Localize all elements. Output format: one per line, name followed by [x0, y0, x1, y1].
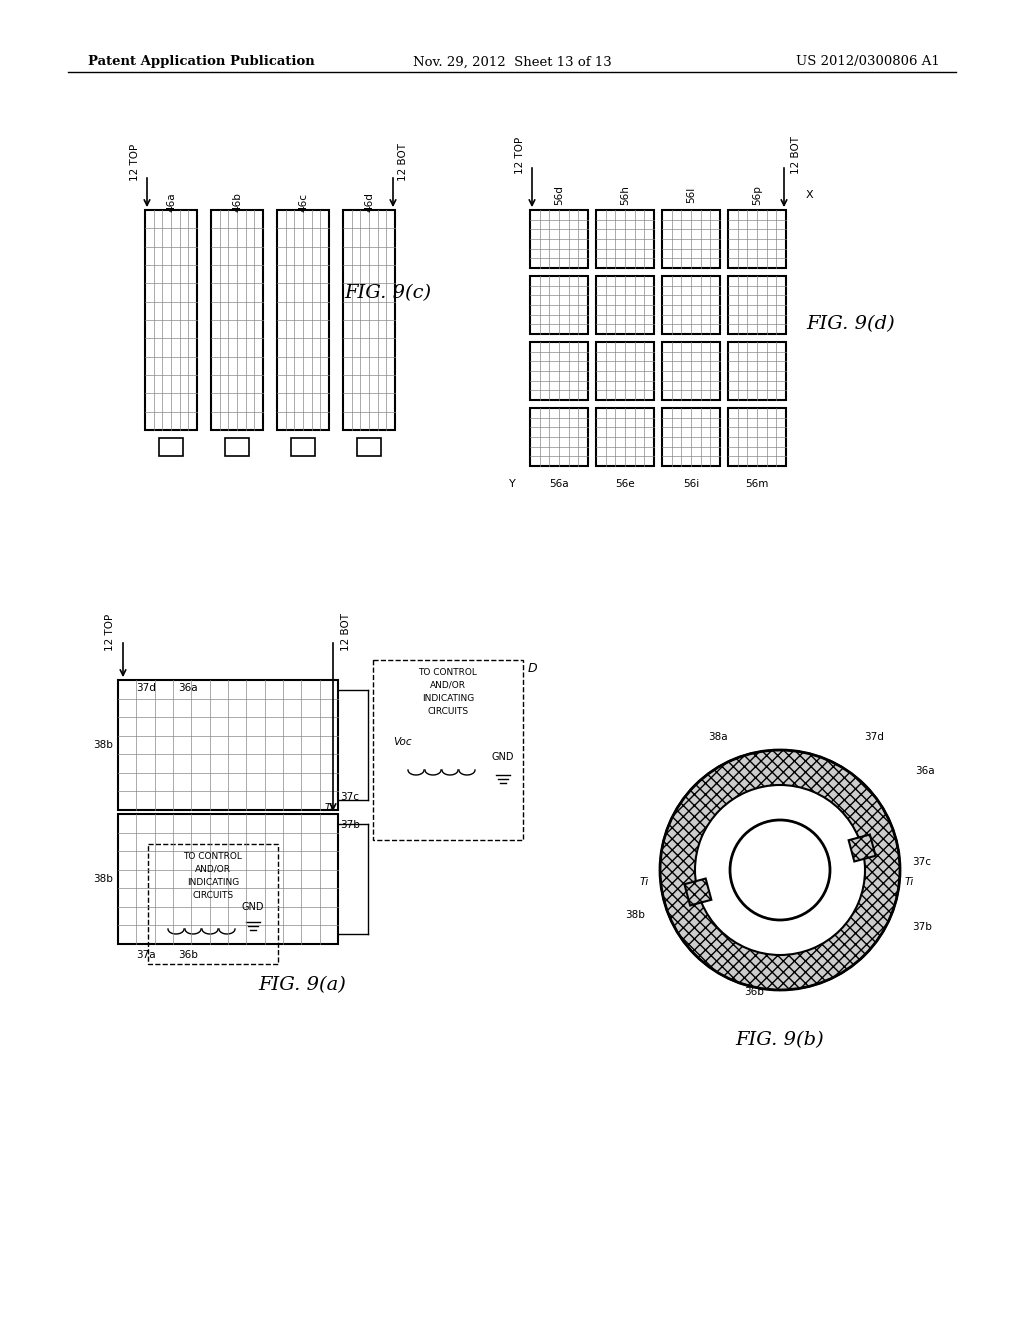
Text: 56h: 56h [620, 185, 630, 205]
Text: 56d: 56d [554, 185, 564, 205]
Text: 12 TOP: 12 TOP [105, 614, 115, 651]
Text: FIG. 9(d): FIG. 9(d) [806, 314, 895, 333]
Text: Ti: Ti [905, 876, 914, 887]
Text: 12 BOT: 12 BOT [398, 143, 408, 181]
Text: 37d: 37d [864, 733, 884, 742]
Text: 56m: 56m [745, 479, 769, 488]
Polygon shape [728, 210, 786, 268]
Polygon shape [530, 210, 588, 268]
Text: 12 BOT: 12 BOT [341, 612, 351, 651]
Text: INDICATING: INDICATING [186, 878, 240, 887]
Text: 36b: 36b [744, 987, 764, 997]
Polygon shape [684, 879, 712, 906]
Text: 46c: 46c [298, 193, 308, 211]
Text: AND/OR: AND/OR [195, 865, 231, 874]
Text: 36a: 36a [178, 682, 198, 693]
Text: 38a: 38a [708, 733, 728, 742]
Text: Ti: Ti [325, 803, 333, 813]
Text: CIRCUITS: CIRCUITS [427, 708, 469, 715]
Text: TO CONTROL: TO CONTROL [183, 851, 243, 861]
Polygon shape [596, 276, 654, 334]
Polygon shape [225, 438, 249, 455]
Polygon shape [596, 342, 654, 400]
Polygon shape [291, 438, 315, 455]
Polygon shape [728, 276, 786, 334]
Text: 37b: 37b [912, 921, 932, 932]
Text: Nov. 29, 2012  Sheet 13 of 13: Nov. 29, 2012 Sheet 13 of 13 [413, 55, 611, 69]
Text: GND: GND [242, 902, 264, 912]
Text: 38b: 38b [93, 741, 113, 750]
Text: Ti: Ti [640, 876, 649, 887]
Text: Patent Application Publication: Patent Application Publication [88, 55, 314, 69]
Polygon shape [530, 342, 588, 400]
Text: 37c: 37c [912, 857, 931, 867]
Text: 38b: 38b [93, 874, 113, 884]
Text: 37d: 37d [136, 682, 156, 693]
Text: 37c: 37c [340, 792, 359, 803]
Text: US 2012/0300806 A1: US 2012/0300806 A1 [797, 55, 940, 69]
Text: 56p: 56p [752, 185, 762, 205]
Text: 46d: 46d [364, 193, 374, 213]
Text: 56i: 56i [683, 479, 699, 488]
Text: 37a: 37a [765, 857, 784, 867]
Text: Voc: Voc [393, 737, 412, 747]
Polygon shape [278, 210, 329, 430]
Polygon shape [596, 408, 654, 466]
Polygon shape [662, 276, 720, 334]
Text: 37b: 37b [340, 820, 359, 830]
Circle shape [730, 820, 830, 920]
Text: 46a: 46a [166, 193, 176, 211]
Polygon shape [662, 342, 720, 400]
Text: 36a: 36a [915, 766, 935, 776]
Polygon shape [357, 438, 381, 455]
Text: CIRCUITS: CIRCUITS [193, 891, 233, 900]
Polygon shape [343, 210, 395, 430]
Text: INDICATING: INDICATING [422, 694, 474, 704]
Polygon shape [596, 210, 654, 268]
Polygon shape [159, 438, 183, 455]
Text: FIG. 9(b): FIG. 9(b) [735, 1031, 824, 1049]
Text: TO CONTROL: TO CONTROL [419, 668, 477, 677]
Polygon shape [662, 210, 720, 268]
Polygon shape [662, 408, 720, 466]
Text: GND: GND [492, 752, 514, 762]
Polygon shape [145, 210, 197, 430]
Polygon shape [849, 834, 876, 862]
Text: 38b: 38b [625, 909, 645, 920]
Text: AND/OR: AND/OR [430, 681, 466, 690]
Text: 36b: 36b [178, 950, 198, 960]
Polygon shape [728, 408, 786, 466]
Text: D: D [528, 663, 538, 675]
Polygon shape [530, 276, 588, 334]
Polygon shape [728, 342, 786, 400]
Text: FIG. 9(a): FIG. 9(a) [258, 975, 346, 994]
Text: FIG. 9(c): FIG. 9(c) [344, 284, 431, 302]
Text: Y: Y [509, 479, 515, 488]
Text: 46b: 46b [232, 193, 242, 213]
Polygon shape [211, 210, 263, 430]
Text: 37a: 37a [136, 950, 156, 960]
Polygon shape [530, 408, 588, 466]
Text: X: X [806, 190, 814, 201]
Text: 56e: 56e [615, 479, 635, 488]
Polygon shape [118, 814, 338, 944]
Text: 56l: 56l [686, 187, 696, 203]
Polygon shape [118, 680, 338, 810]
Text: 12 TOP: 12 TOP [515, 136, 525, 174]
Text: 12 TOP: 12 TOP [130, 144, 140, 181]
Text: 56a: 56a [549, 479, 568, 488]
Text: 12 BOT: 12 BOT [791, 136, 801, 174]
